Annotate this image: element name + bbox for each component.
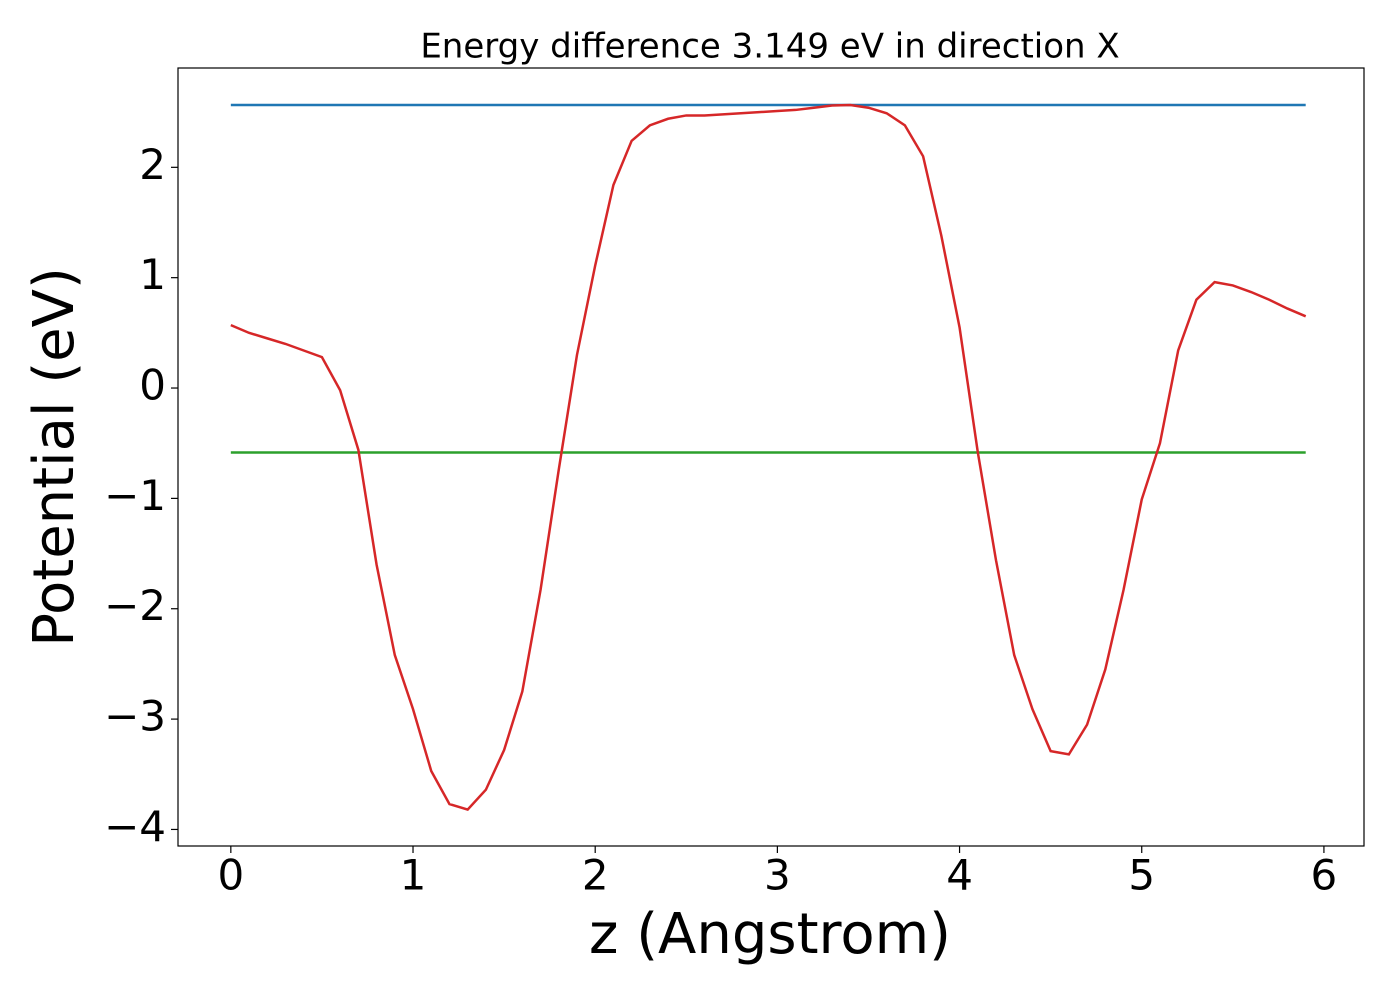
chart-title: Energy difference 3.149 eV in direction … [420, 27, 1119, 67]
x-tick-label: 4 [946, 851, 973, 900]
y-tick-label: −4 [104, 802, 166, 851]
x-tick-label: 0 [217, 851, 244, 900]
x-tick-label: 3 [764, 851, 791, 900]
x-axis-label: z (Angstrom) [589, 902, 951, 967]
y-tick-label: 2 [139, 140, 166, 189]
y-tick-label: 1 [139, 250, 166, 299]
plot-frame [177, 67, 1365, 847]
x-tick-label: 1 [400, 851, 427, 900]
y-axis-label: Potential (eV) [22, 267, 87, 647]
x-tick-label: 5 [1128, 851, 1155, 900]
y-tick-label: −2 [104, 581, 166, 630]
x-tick-label: 6 [1311, 851, 1338, 900]
x-tick-label: 2 [582, 851, 609, 900]
y-tick-label: −3 [104, 692, 166, 741]
y-tick-label: −1 [104, 471, 166, 520]
data-line [230, 103, 1307, 812]
y-tick-label: 0 [139, 361, 166, 410]
